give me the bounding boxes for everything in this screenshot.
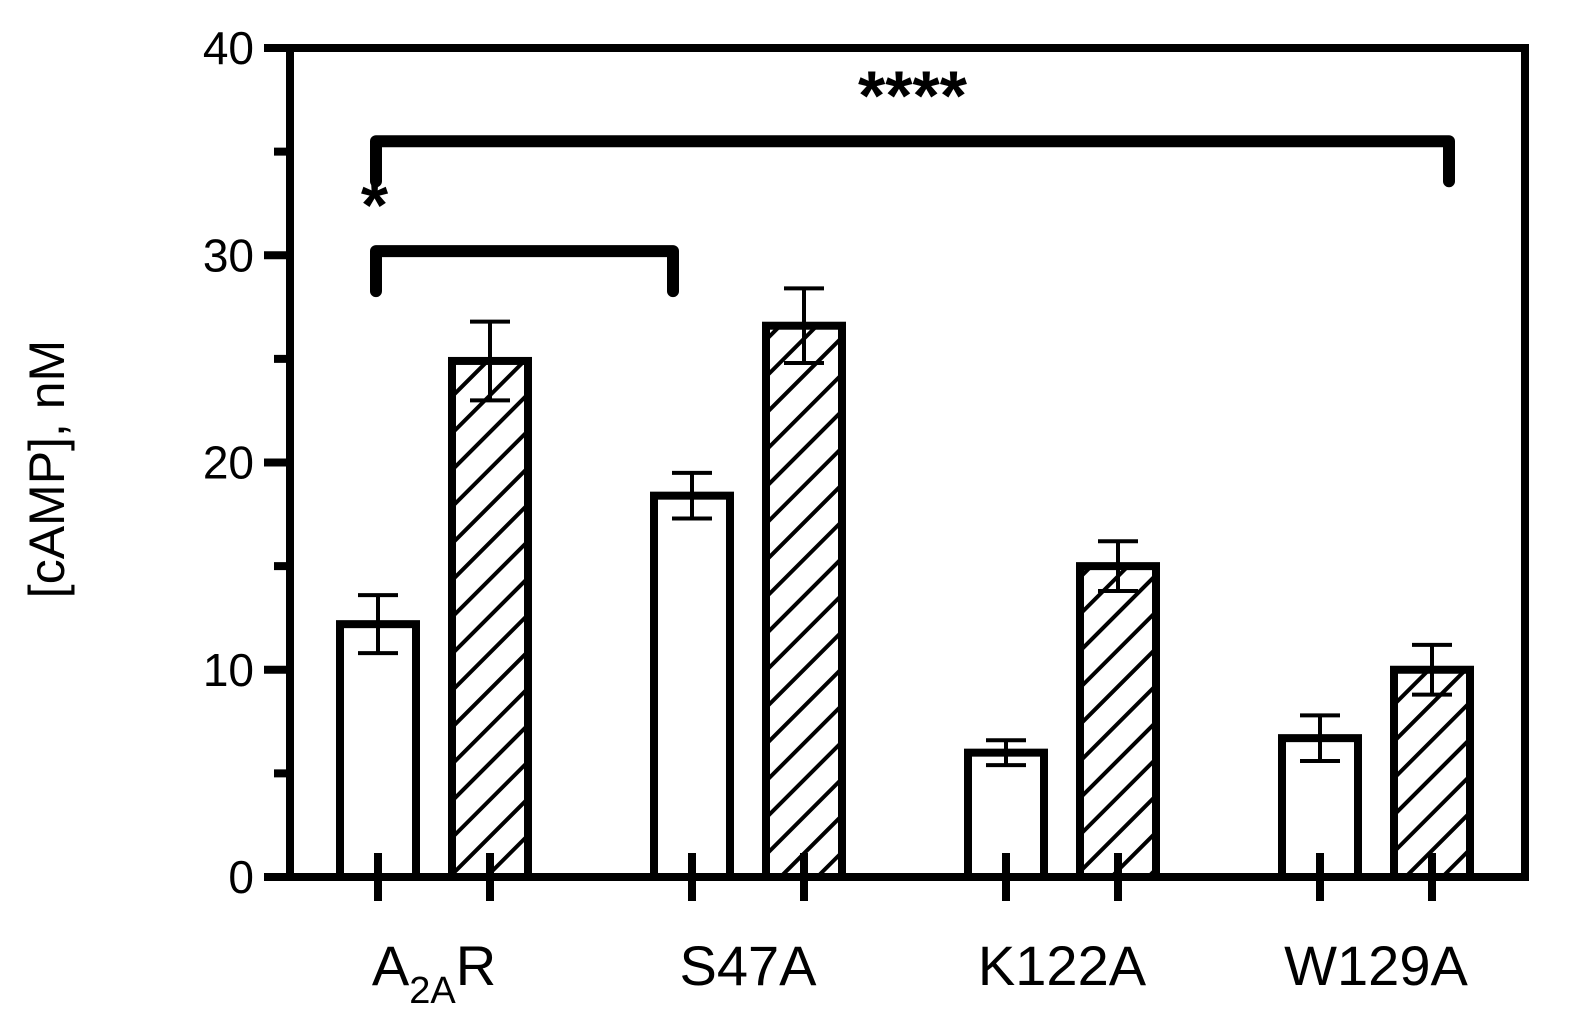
plot-border <box>290 44 1529 877</box>
bars <box>336 286 1474 882</box>
x-category-label: S47A <box>680 934 818 997</box>
x-category-label: K122A <box>978 934 1147 997</box>
open-bar <box>336 620 420 882</box>
y-tick-label: 20 <box>203 437 254 489</box>
x-axis: A2AR S47A K122A W129A <box>286 853 1529 1012</box>
x-category-label: A2AR <box>372 934 496 1012</box>
hatched-bar <box>448 356 532 881</box>
y-tick-label: 30 <box>203 229 254 281</box>
y-axis-label: [cAMP], nM <box>19 340 75 598</box>
y-axis: 0 10 20 30 40 <box>203 22 294 903</box>
y-tick-label: 40 <box>203 22 254 74</box>
significance-bracket <box>370 245 679 298</box>
significance-label: **** <box>858 56 968 134</box>
hatched-bar <box>1390 665 1474 881</box>
significance-brackets: ***** <box>361 56 1455 298</box>
plot-frame <box>290 44 1529 877</box>
hatched-bar <box>1076 562 1160 881</box>
y-tick-label: 10 <box>203 644 254 696</box>
open-bar <box>650 491 734 881</box>
significance-bracket <box>370 135 1455 188</box>
hatched-bar <box>762 321 846 881</box>
x-category-label: W129A <box>1284 934 1468 997</box>
y-tick-label: 0 <box>228 851 254 903</box>
